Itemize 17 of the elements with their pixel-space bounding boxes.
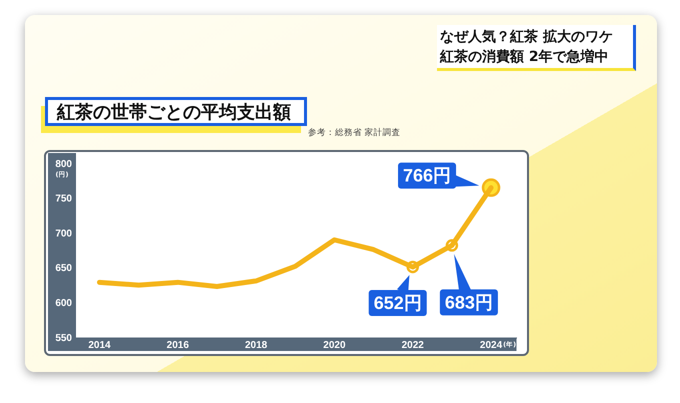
x-tick-label: 2022 — [402, 340, 424, 351]
text: 参考：総務省 家計調査 — [308, 127, 401, 139]
data-label: 652円 — [374, 292, 422, 313]
data-label: 766円 — [403, 166, 452, 186]
x-tick-label: 2016 — [166, 340, 190, 351]
x-tick-label: 2024 — [480, 340, 503, 351]
y-tick-label: 600 — [55, 298, 72, 309]
y-tick-label: 750 — [55, 194, 72, 205]
chart-title: 紅茶の世帯ごとの平均支出額 — [45, 97, 307, 126]
y-tick-label: 700 — [55, 228, 72, 240]
x-tick-label: 2014 — [88, 340, 112, 351]
data-label: 683円 — [444, 292, 493, 312]
y-tick-label: 650 — [55, 263, 72, 274]
y-tick-label: 550 — [55, 332, 72, 344]
x-tick-label: 2020 — [323, 340, 346, 351]
x-tick-label: 2018 — [244, 340, 268, 351]
y-tick-label: 800 — [55, 158, 72, 170]
